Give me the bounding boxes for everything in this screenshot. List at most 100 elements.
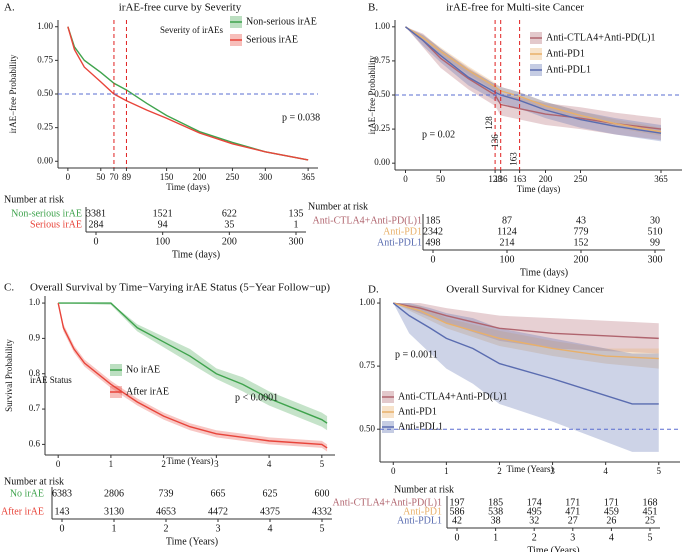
risk-tick-label: 0	[431, 254, 436, 265]
risk-tick-label: 5	[320, 523, 325, 534]
x-tick-label: 70	[109, 172, 119, 182]
confidence-band	[58, 303, 328, 431]
x-tick-label: 4	[267, 459, 272, 469]
x-tick-label: 1	[109, 459, 114, 469]
risk-tick-label: 100	[500, 254, 515, 265]
y-tick-label: 0.8	[29, 368, 41, 378]
risk-count: 35	[224, 219, 234, 230]
y-tick-label: 1.0	[29, 297, 41, 307]
risk-count: 43	[576, 215, 586, 226]
risk-count: 168	[643, 497, 658, 508]
risk-count: 25	[645, 515, 655, 526]
annotation: p = 0.0011	[395, 349, 438, 360]
x-tick-label: 365	[654, 174, 668, 184]
risk-tick-label: 100	[155, 236, 170, 247]
risk-tick-label: 4	[609, 532, 614, 543]
risk-count: 87	[502, 215, 512, 226]
risk-count: 779	[574, 226, 589, 237]
risk-count: 4375	[260, 506, 280, 517]
reference-label: 163	[509, 152, 519, 166]
x-tick-label: 136	[494, 174, 508, 184]
risk-tick-label: 1	[493, 532, 498, 543]
risk-count: 4653	[156, 506, 176, 517]
risk-count: 30	[650, 215, 660, 226]
risk-tick-label: 200	[574, 254, 589, 265]
panel-label: C.	[4, 282, 14, 294]
risk-count: 171	[565, 497, 580, 508]
risk-count: 42	[452, 515, 462, 526]
x-tick-label: 365	[301, 172, 315, 182]
x-tick-label: 250	[226, 172, 240, 182]
chart-title: Overall Survival for Kidney Cancer	[446, 284, 604, 296]
risk-count: 625	[263, 488, 278, 499]
x-tick-label: 128	[488, 174, 502, 184]
risk-tick-label: 300	[648, 254, 663, 265]
x-tick-label: 89	[122, 172, 132, 182]
risk-count: 739	[159, 488, 174, 499]
x-tick-label: 4	[603, 466, 608, 476]
survival-curve	[393, 302, 659, 340]
annotation: p = 0.038	[282, 112, 320, 123]
panel-label: A.	[4, 2, 15, 14]
risk-tick-label: 0	[60, 523, 65, 534]
x-tick-label: 5	[657, 466, 662, 476]
risk-count: 135	[289, 208, 304, 219]
y-tick-label: 0.50	[359, 423, 375, 433]
risk-row-name: Anti-PDL1	[377, 237, 422, 248]
panel-label: D.	[368, 284, 379, 296]
x-axis-label: Time (days)	[166, 182, 209, 192]
legend-label: Anti-PDL1	[546, 64, 591, 75]
risk-count: 4332	[312, 506, 332, 517]
risk-count: 538	[488, 506, 503, 517]
risk-table-title: Number at risk	[4, 476, 64, 487]
confidence-band	[405, 26, 661, 140]
legend-label: Anti-CTLA4+Anti-PD(L)1	[398, 391, 508, 402]
x-tick-label: 5	[320, 459, 325, 469]
survival-curve	[57, 302, 328, 449]
risk-count: 284	[89, 219, 104, 230]
risk-count: 451	[643, 506, 658, 517]
risk-row-name: Anti-PDL1	[397, 515, 442, 526]
risk-row-name: Anti-CTLA4+Anti-PD(L)1	[332, 497, 442, 508]
risk-count: 600	[315, 488, 330, 499]
y-axis-label: Survival Probability	[4, 339, 14, 412]
confidence-band	[393, 303, 659, 452]
y-tick-label: 0.75	[359, 360, 375, 370]
risk-count: 622	[222, 208, 237, 219]
x-tick-label: 50	[96, 172, 106, 182]
risk-count: 94	[158, 219, 168, 230]
risk-count: 143	[55, 506, 70, 517]
x-tick-label: 0	[403, 174, 408, 184]
y-tick-label: 0.75	[37, 54, 53, 64]
legend-label: Anti-PD1	[546, 48, 585, 59]
y-tick-label: 0.9	[29, 332, 41, 342]
survival-curve	[67, 26, 309, 161]
confidence-band	[405, 26, 661, 136]
legend-label: No irAE	[126, 364, 160, 375]
reference-label: 136	[490, 134, 500, 148]
chart-title: Overall Survival by Time−Varying irAE St…	[30, 282, 330, 294]
y-tick-label: 0.75	[374, 55, 390, 65]
y-tick-label: 0.00	[374, 157, 390, 167]
x-tick-label: 163	[513, 174, 527, 184]
annotation: p < 0.0001	[235, 392, 278, 403]
y-tick-label: 0.00	[37, 155, 53, 165]
x-tick-label: 200	[539, 174, 553, 184]
legend-label: After irAE	[126, 386, 169, 397]
chart-title: irAE-free curve by Severity	[119, 2, 242, 14]
risk-tick-label: 0	[455, 532, 460, 543]
x-tick-label: 0	[66, 172, 71, 182]
survival-curve	[393, 302, 659, 360]
y-axis-label: irAE−free Probability	[8, 54, 18, 133]
risk-count: 471	[565, 506, 580, 517]
risk-x-label: Time (Years)	[166, 536, 218, 547]
risk-x-label: Time (Years)	[527, 545, 579, 552]
risk-tick-label: 4	[268, 523, 273, 534]
risk-tick-label: 300	[289, 236, 304, 247]
risk-row-name: Serious irAE	[30, 219, 82, 230]
y-axis-label: irAE−free Probability	[367, 55, 377, 134]
risk-table-title: Number at risk	[4, 194, 64, 205]
legend-label: Serious irAE	[246, 34, 298, 45]
risk-row-name: After irAE	[1, 506, 44, 517]
y-tick-label: 1.00	[37, 21, 53, 31]
